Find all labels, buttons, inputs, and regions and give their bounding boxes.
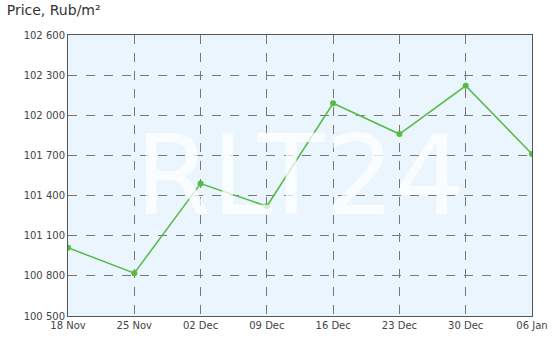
svg-text:101 100: 101 100 bbox=[24, 230, 65, 241]
svg-text:25 Nov: 25 Nov bbox=[117, 320, 153, 331]
svg-text:06 Jan: 06 Jan bbox=[516, 320, 547, 331]
svg-text:18 Nov: 18 Nov bbox=[50, 320, 86, 331]
svg-text:Price, Rub/m²: Price, Rub/m² bbox=[7, 2, 101, 18]
svg-text:101 400: 101 400 bbox=[24, 190, 65, 201]
svg-text:16 Dec: 16 Dec bbox=[316, 320, 351, 331]
svg-text:RLT24: RLT24 bbox=[135, 112, 465, 240]
svg-text:30 Dec: 30 Dec bbox=[448, 320, 483, 331]
svg-text:23 Dec: 23 Dec bbox=[382, 320, 417, 331]
svg-text:02 Dec: 02 Dec bbox=[183, 320, 218, 331]
svg-text:102 300: 102 300 bbox=[24, 70, 65, 81]
svg-text:102 600: 102 600 bbox=[24, 30, 65, 41]
svg-text:101 700: 101 700 bbox=[24, 150, 65, 161]
svg-text:09 Dec: 09 Dec bbox=[249, 320, 284, 331]
svg-text:102 000: 102 000 bbox=[24, 110, 65, 121]
svg-text:100 500: 100 500 bbox=[24, 311, 65, 322]
svg-text:100 800: 100 800 bbox=[24, 270, 65, 281]
